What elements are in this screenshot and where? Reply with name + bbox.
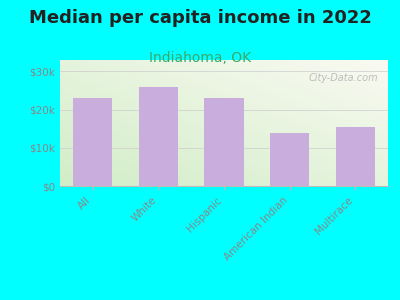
Text: Indiahoma, OK: Indiahoma, OK <box>149 51 251 65</box>
Bar <box>204 98 244 186</box>
Bar <box>73 98 112 186</box>
Bar <box>270 133 309 186</box>
Bar <box>139 87 178 186</box>
Text: Median per capita income in 2022: Median per capita income in 2022 <box>28 9 372 27</box>
Text: City-Data.com: City-Data.com <box>308 73 378 82</box>
Bar <box>336 127 375 186</box>
